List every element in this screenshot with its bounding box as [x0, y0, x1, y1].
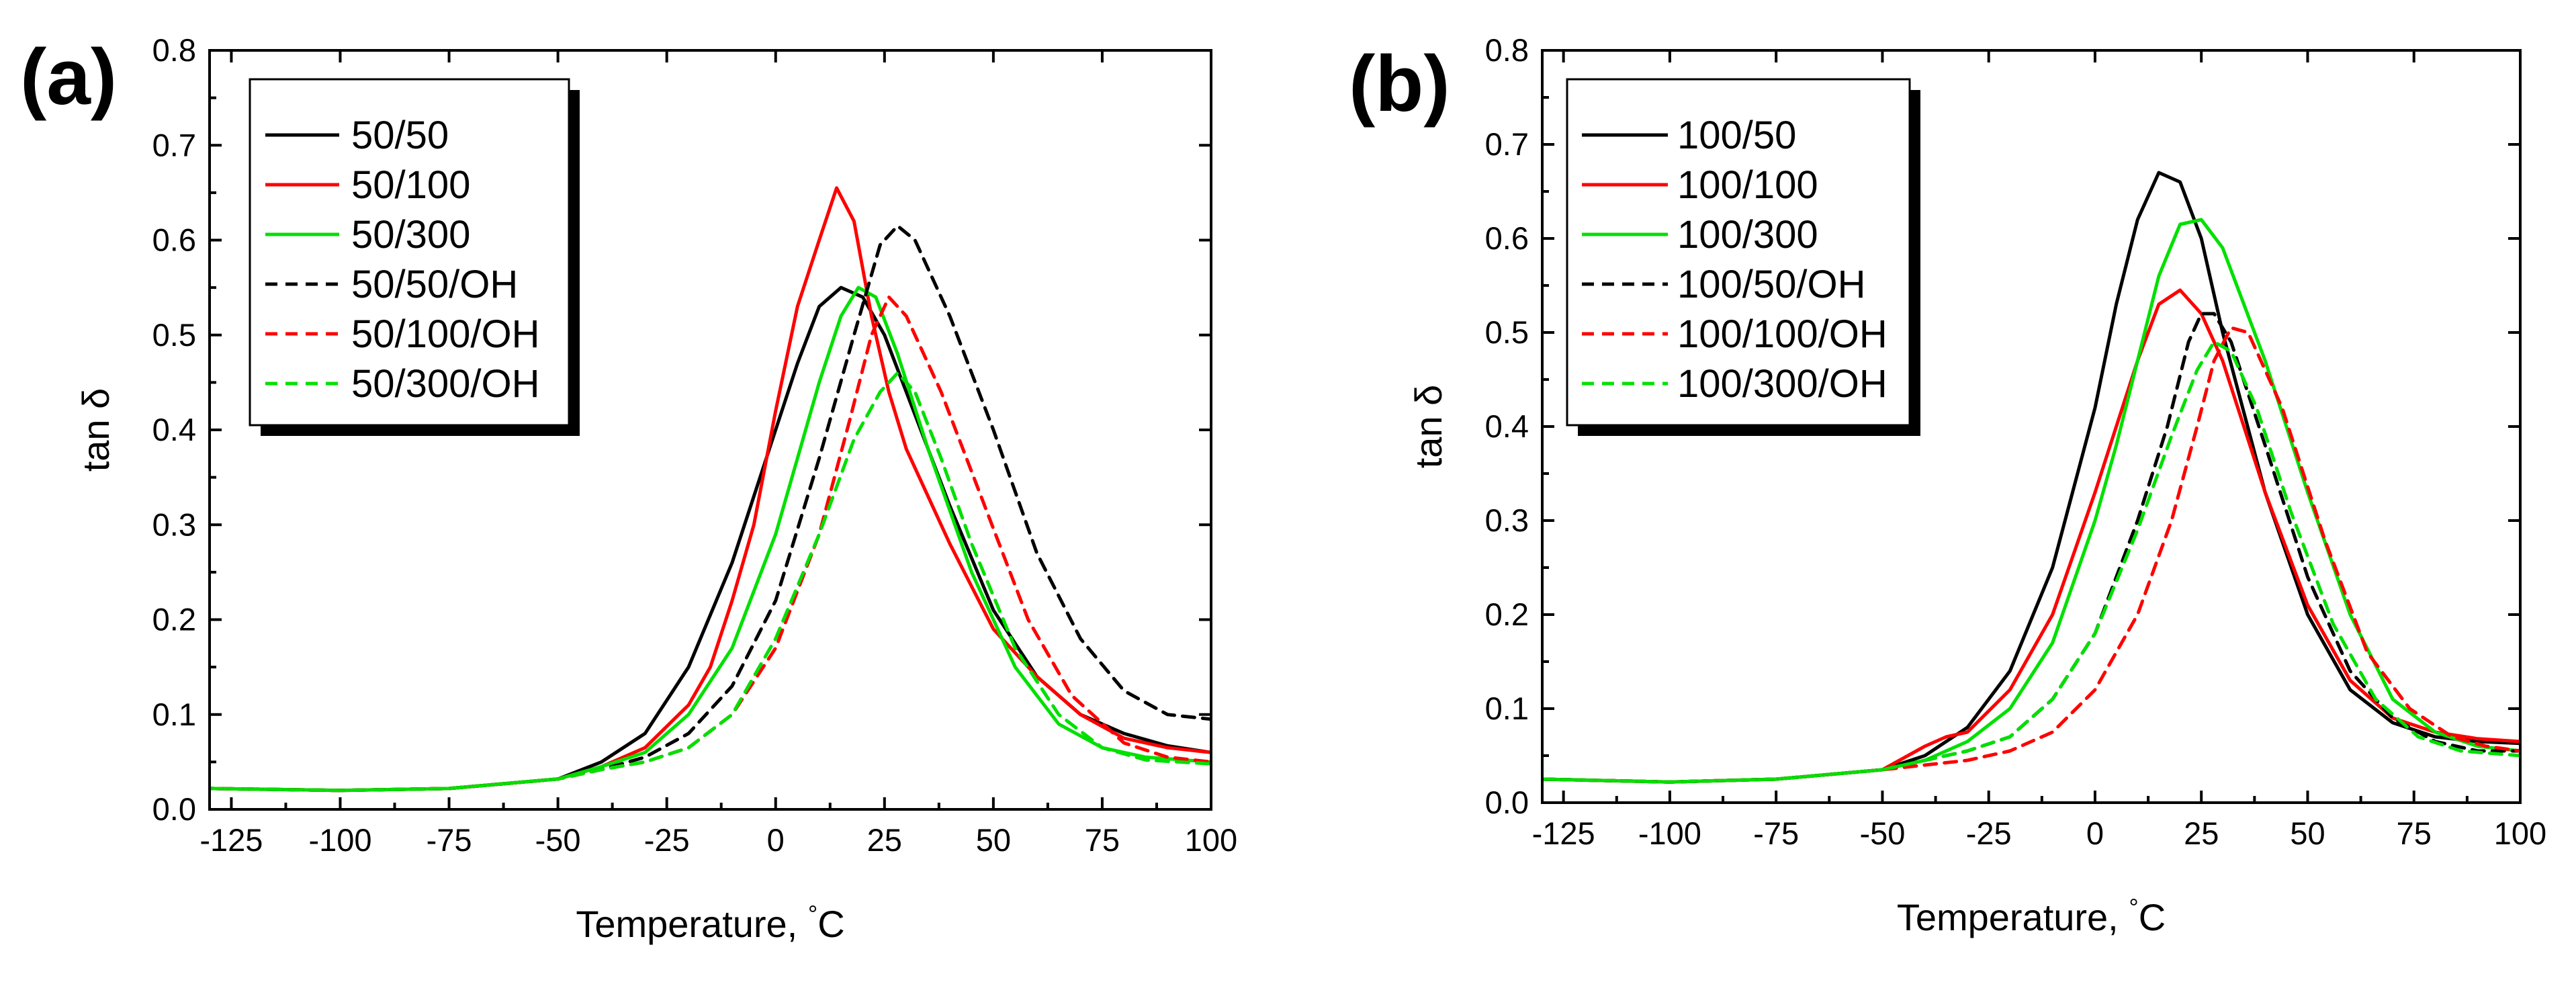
y-tick-label: 0.5 — [1485, 314, 1529, 350]
legend-label-50-300-OH: 50/300/OH — [351, 362, 540, 406]
chart-panel-a: (a) -125 -100 -75 -50 -25 0 25 50 75 100 0.0 0.1 0.2 0… — [20, 32, 1237, 945]
y-tick-label: 0.7 — [1485, 126, 1529, 162]
x-tick-label: 0 — [767, 822, 785, 858]
x-tick-label: -50 — [535, 822, 581, 858]
legend-label-100-300-OH: 100/300/OH — [1677, 362, 1887, 406]
legend-label-100-50-OH: 100/50/OH — [1677, 263, 1866, 306]
y-tick-label: 0.4 — [152, 412, 196, 447]
y-tick-label: 0.2 — [152, 602, 196, 637]
x-axis-title-degree: ° — [808, 900, 817, 928]
y-tick-label: 0.8 — [1485, 32, 1529, 68]
legend-label-100-300: 100/300 — [1677, 213, 1818, 257]
panel-label: (a) — [20, 33, 117, 122]
y-tick-label: 0.0 — [152, 791, 196, 827]
series-line-100-300-OH — [1542, 340, 2520, 784]
x-tick-label: -25 — [644, 822, 690, 858]
x-axis-title: Temperature, °C — [1897, 893, 2166, 938]
series-line-50-300-OH — [210, 371, 1211, 793]
x-axis-title-main: Temperature, — [576, 903, 808, 945]
y-axis-title: tan δ — [1407, 385, 1450, 469]
legend: 100/50 100/100 100/300 100/50/OH 100/100/OH 1… — [1566, 78, 1920, 436]
x-tick-label: 0 — [2086, 815, 2104, 851]
y-tick-label: 0.0 — [1485, 785, 1529, 820]
x-tick-label: -125 — [199, 822, 263, 858]
x-tick-label: 75 — [1085, 822, 1120, 858]
y-tick-label: 0.1 — [152, 697, 196, 732]
x-tick-label: 50 — [976, 822, 1011, 858]
y-tick-label: 0.3 — [1485, 502, 1529, 538]
x-tick-label: -125 — [1532, 815, 1595, 851]
legend: 50/50 50/100 50/300 50/50/OH 50/100/OH 50/300… — [249, 78, 580, 436]
y-tick-label: 0.5 — [152, 317, 196, 353]
x-tick-label: -75 — [427, 822, 472, 858]
x-tick-label: -100 — [308, 822, 371, 858]
x-axis-title-main: Temperature, — [1897, 896, 2129, 938]
legend-label-50-50: 50/50 — [351, 114, 449, 157]
x-tick-label: -75 — [1753, 815, 1799, 851]
legend-label-50-300: 50/300 — [351, 213, 470, 257]
y-axis-title: tan δ — [75, 388, 117, 472]
y-tick-label: 0.2 — [1485, 596, 1529, 632]
x-tick-label: 75 — [2397, 815, 2432, 851]
x-axis-title-unit: C — [817, 903, 844, 945]
legend-label-100-50: 100/50 — [1677, 114, 1796, 157]
series-group — [1542, 171, 2520, 784]
y-tick-label: 0.6 — [1485, 220, 1529, 256]
x-tick-label: 100 — [1185, 822, 1237, 858]
x-axis-title: Temperature, °C — [576, 900, 844, 945]
x-axis-title-unit: C — [2139, 896, 2166, 938]
x-tick-label: 25 — [2184, 815, 2219, 851]
y-tick-label: 0.1 — [1485, 690, 1529, 726]
x-tick-label: -100 — [1638, 815, 1701, 851]
x-tick-label: -25 — [1966, 815, 2012, 851]
legend-label-50-50-OH: 50/50/OH — [351, 263, 518, 306]
legend-label-100-100: 100/100 — [1677, 163, 1818, 207]
x-tick-label: 25 — [867, 822, 902, 858]
series-line-100-100-OH — [1542, 326, 2520, 784]
panel-label: (b) — [1349, 40, 1450, 128]
x-tick-label: 100 — [2494, 815, 2546, 851]
series-group — [210, 186, 1211, 793]
legend-box — [249, 78, 570, 427]
legend-label-50-100-OH: 50/100/OH — [351, 312, 540, 356]
x-tick-label: -50 — [1859, 815, 1905, 851]
x-axis-title-degree: ° — [2129, 893, 2138, 921]
legend-label-50-100: 50/100 — [351, 163, 470, 207]
y-tick-label: 0.8 — [152, 32, 196, 68]
legend-box — [1566, 78, 1911, 427]
x-tick-label: 50 — [2290, 815, 2325, 851]
chart-panel-b: (b) -125 -100 -75 -50 -25 0 25 50 75 100 0.0 0.1 0.2 0… — [1349, 32, 2546, 938]
y-tick-label: 0.6 — [152, 222, 196, 258]
legend-label-100-100-OH: 100/100/OH — [1677, 312, 1887, 356]
y-tick-label: 0.7 — [152, 127, 196, 163]
y-tick-label: 0.3 — [152, 506, 196, 542]
series-line-100-50 — [1542, 171, 2520, 784]
y-tick-label: 0.4 — [1485, 408, 1529, 444]
